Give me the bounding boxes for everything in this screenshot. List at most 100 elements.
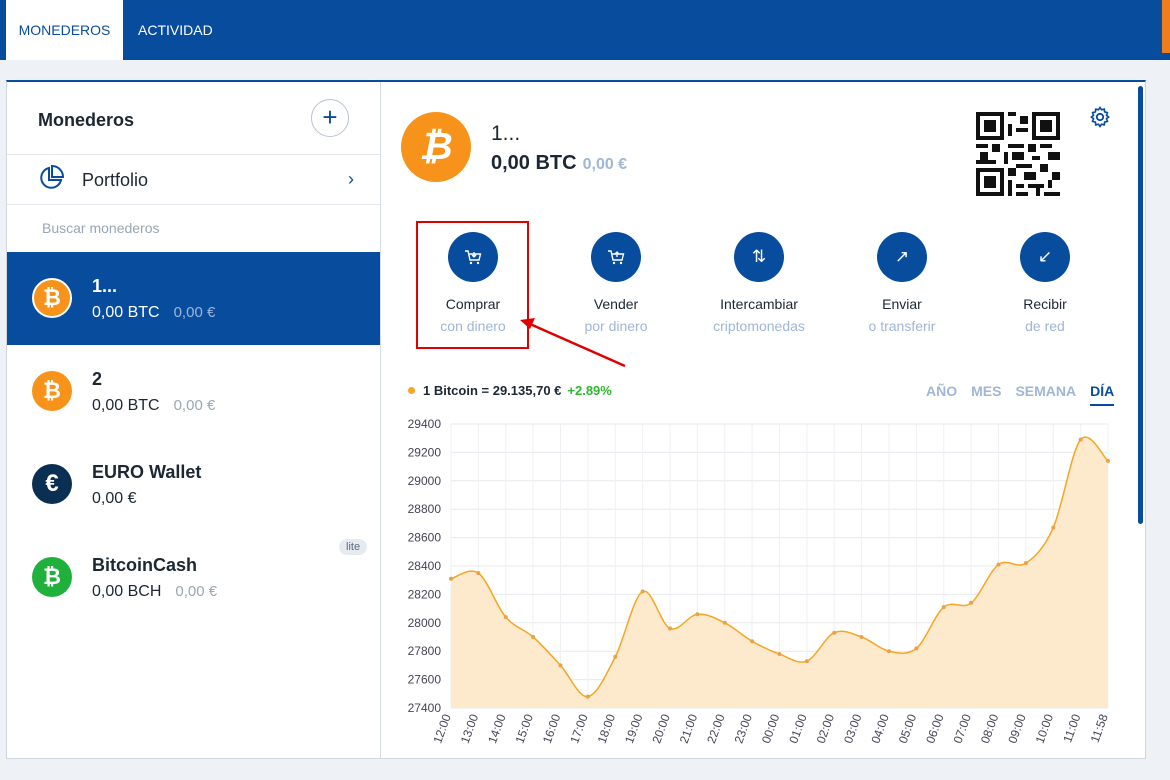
x-tick-label: 08:00 (978, 712, 1002, 745)
x-tick-label: 11:00 (1060, 712, 1083, 744)
series-area (451, 437, 1108, 708)
wallet-balance: 0,00 BTC (92, 397, 160, 414)
x-tick-label: 04:00 (868, 712, 892, 745)
action-recibir[interactable]: ↙ Recibir de red (985, 232, 1105, 334)
action-sublabel: por dinero (584, 318, 648, 334)
tab-actividad[interactable]: ACTIVIDAD (138, 22, 213, 38)
action-comprar[interactable]: Comprar con dinero (413, 232, 533, 334)
range-semana[interactable]: SEMANA (1015, 383, 1077, 399)
top-nav-bar: MONEDEROS ACTIVIDAD (0, 0, 1170, 60)
data-point (531, 635, 536, 639)
x-tick-label: 02:00 (814, 712, 838, 745)
data-point (668, 626, 672, 631)
add-wallet-button[interactable]: + (311, 99, 349, 137)
data-point (640, 589, 645, 594)
action-label: Recibir (1023, 296, 1067, 312)
x-tick-label: 05:00 (896, 712, 920, 745)
action-sublabel: o transferir (868, 318, 936, 334)
data-point (1106, 458, 1110, 463)
chevron-right-icon: › (348, 169, 354, 189)
wallet-detail: ₿ 1... 0,00 BTC 0,00 € (382, 82, 1147, 759)
wallet-item-euro[interactable]: € EURO Wallet 0,00 € (7, 438, 380, 531)
action-enviar[interactable]: ↗ Enviar o transferir (842, 232, 962, 334)
arrow-up-right-icon: ↗ (877, 232, 927, 282)
gear-icon[interactable] (1089, 106, 1111, 128)
wallet-balance-row: 0,00 BTC 0,00 € (491, 152, 627, 175)
data-point (750, 639, 755, 644)
data-point (832, 630, 837, 635)
x-tick-label: 11:58 (1088, 712, 1111, 744)
x-tick-label: 20:00 (649, 712, 673, 745)
divider (7, 204, 380, 205)
y-tick-label: 27400 (408, 701, 442, 715)
portfolio-item[interactable]: Portfolio › (7, 154, 380, 204)
x-tick-label: 10:00 (1033, 712, 1057, 745)
wallet-name: 1... (92, 276, 118, 296)
data-point (777, 652, 782, 657)
action-sublabel: de red (1025, 318, 1065, 334)
x-tick-label: 00:00 (759, 712, 783, 745)
range-dia[interactable]: DÍA (1090, 383, 1115, 406)
wallet-item-2[interactable]: ₿ 2 0,00 BTC 0,00 € (7, 345, 380, 438)
y-tick-label: 28000 (408, 616, 442, 630)
portfolio-label: Portfolio (82, 170, 149, 190)
x-tick-label: 22:00 (704, 712, 728, 745)
scrollbar[interactable] (1138, 86, 1143, 524)
y-tick-label: 28400 (408, 559, 442, 573)
wallet-panel: Monederos + Portfolio › ₿ 1... 0,00 BTC0… (6, 80, 1146, 759)
y-tick-label: 29400 (408, 417, 442, 431)
data-point (503, 615, 508, 620)
price-change: +2.89% (567, 383, 612, 398)
data-point (914, 646, 919, 651)
series-dot (408, 387, 415, 394)
cart-icon (448, 232, 498, 282)
x-tick-label: 18:00 (595, 712, 619, 745)
data-point (941, 605, 946, 610)
y-tick-label: 28800 (408, 502, 442, 516)
data-point (449, 576, 453, 581)
lite-badge: lite (339, 539, 368, 555)
annotation-highlight-box (416, 221, 529, 349)
x-tick-label: 19:00 (622, 712, 646, 745)
x-tick-label: 13:00 (458, 712, 482, 745)
price-chart: 27400 27600 27800 28000 28200 28400 28600 28800… (408, 417, 1111, 745)
action-intercambiar[interactable]: ⇅ Intercambiar criptomonedas (699, 232, 819, 334)
plus-icon: + (322, 102, 338, 132)
divider (7, 154, 380, 155)
x-tick-label: 15:00 (513, 712, 537, 745)
tab-monederos[interactable]: MONEDEROS (6, 0, 123, 60)
wallet-item-bch[interactable]: lite ₿ BitcoinCash 0,00 BCH 0,00 € (7, 531, 380, 624)
wallet-balance-row: 0,00 BTC 0,00 € (92, 397, 215, 415)
wallet-fiat: 0,00 € (173, 304, 216, 321)
wallet-fiat: 0,00 € (173, 397, 216, 414)
range-ano[interactable]: AÑO (926, 383, 958, 399)
wallet-name: 2 (92, 369, 103, 389)
wallet-name: BitcoinCash (92, 555, 198, 575)
action-label: Enviar (882, 296, 922, 312)
x-tick-label: 16:00 (540, 712, 564, 745)
bitcoin-cash-icon: ₿ (32, 557, 72, 597)
pie-chart-icon (40, 165, 64, 189)
data-point (1078, 437, 1083, 442)
wallet-name: EURO Wallet (92, 462, 202, 482)
qr-code-icon[interactable] (976, 112, 1060, 196)
wallet-balance-row: 0,00 € (92, 490, 136, 508)
y-tick-label: 29200 (408, 445, 442, 459)
x-tick-label: 09:00 (1005, 712, 1029, 745)
action-vender[interactable]: Vender por dinero (556, 232, 676, 334)
wallet-fiat: 0,00 € (175, 583, 218, 600)
range-mes[interactable]: MES (971, 383, 1002, 399)
wallet-balance-row: 0,00 BTC 0,00 € (92, 304, 215, 322)
wallet-balance: 0,00 BTC (491, 152, 577, 174)
bitcoin-icon: ₿ (401, 112, 471, 182)
x-tick-label: 14:00 (485, 712, 509, 745)
data-point (695, 612, 700, 617)
x-tick-label: 01:00 (786, 712, 810, 745)
range-selector: AÑO MES SEMANA DÍA (926, 383, 1115, 406)
notification-edge[interactable] (1162, 0, 1170, 53)
wallet-item-1[interactable]: ₿ 1... 0,00 BTC 0,00 € (7, 252, 380, 345)
price-ticker: 1 Bitcoin = 29.135,70 € +2.89% (408, 383, 612, 398)
search-wallets-input[interactable] (42, 220, 342, 236)
data-point (558, 663, 563, 668)
action-label: Intercambiar (720, 296, 798, 312)
